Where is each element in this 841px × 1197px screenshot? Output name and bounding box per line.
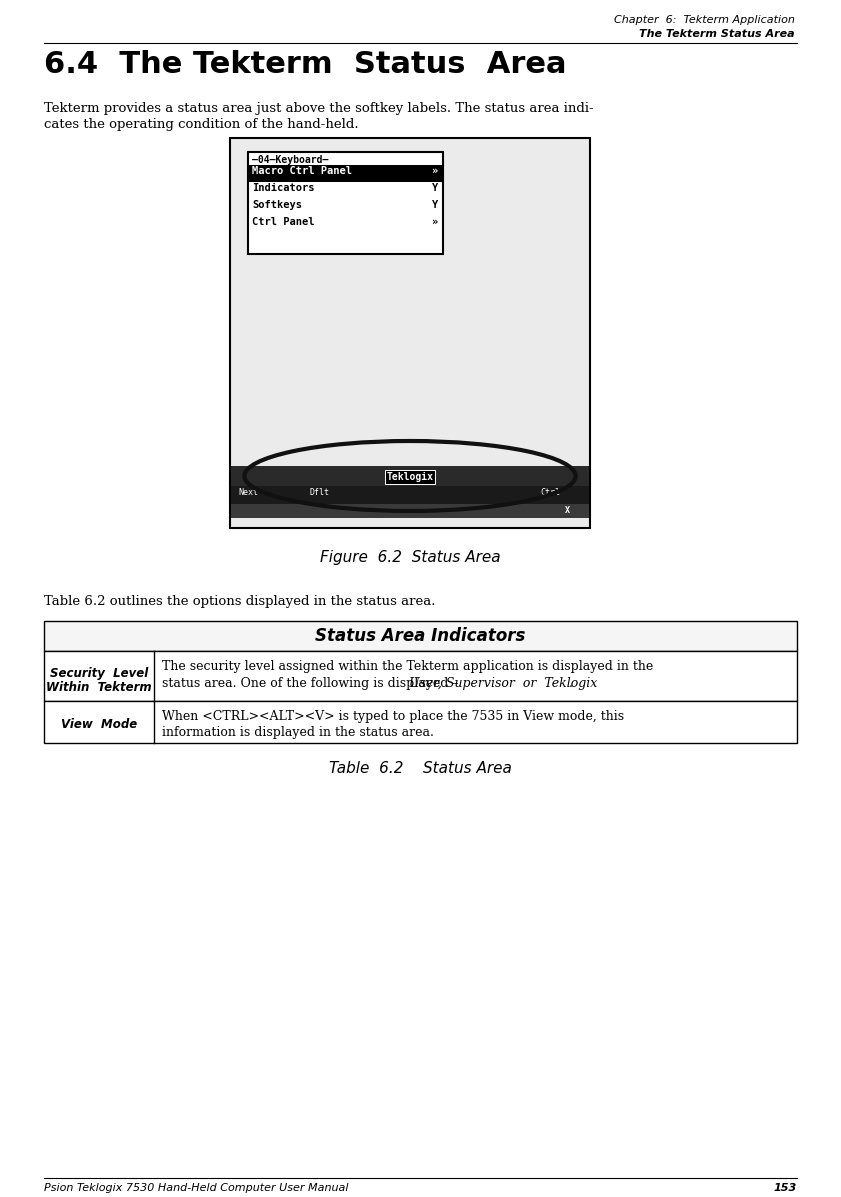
Text: View  Mode: View Mode xyxy=(61,718,137,731)
Bar xyxy=(231,504,589,518)
Text: —04–Keyboard—: —04–Keyboard— xyxy=(252,154,328,165)
Bar xyxy=(248,152,443,254)
Text: »: » xyxy=(431,217,438,227)
Bar xyxy=(44,621,797,651)
Text: Indicators: Indicators xyxy=(252,183,315,193)
Text: The Tekterm Status Area: The Tekterm Status Area xyxy=(639,29,795,40)
Bar xyxy=(230,138,590,528)
Text: Y: Y xyxy=(431,183,438,193)
Text: Psion Teklogix 7530 Hand-Held Computer User Manual: Psion Teklogix 7530 Hand-Held Computer U… xyxy=(44,1183,348,1193)
Text: Ctrl Panel: Ctrl Panel xyxy=(252,217,315,227)
Text: Y: Y xyxy=(431,200,438,209)
Text: The security level assigned within the Tekterm application is displayed in the: The security level assigned within the T… xyxy=(162,660,653,673)
Text: User, Supervisor  or  Teklogix: User, Supervisor or Teklogix xyxy=(410,678,598,689)
Text: »: » xyxy=(431,166,438,176)
Text: 153: 153 xyxy=(774,1183,797,1193)
Text: Teklogix: Teklogix xyxy=(387,472,433,482)
Text: Macro Ctrl Panel: Macro Ctrl Panel xyxy=(252,166,352,176)
Text: Softkeys: Softkeys xyxy=(252,200,302,209)
Text: Next: Next xyxy=(238,488,258,497)
Text: .: . xyxy=(569,678,573,689)
Bar xyxy=(231,466,589,486)
Text: X: X xyxy=(565,506,570,515)
Text: information is displayed in the status area.: information is displayed in the status a… xyxy=(162,727,434,739)
Text: Table 6.2 outlines the options displayed in the status area.: Table 6.2 outlines the options displayed… xyxy=(44,595,436,608)
Text: status area. One of the following is displayed –: status area. One of the following is dis… xyxy=(162,678,463,689)
Text: Tekterm provides a status area just above the softkey labels. The status area in: Tekterm provides a status area just abov… xyxy=(44,102,594,115)
Text: Table  6.2    Status Area: Table 6.2 Status Area xyxy=(329,761,512,776)
Bar xyxy=(44,701,797,743)
Text: When <CTRL><ALT><V> is typed to place the 7535 in View mode, this: When <CTRL><ALT><V> is typed to place th… xyxy=(162,710,624,723)
Text: cates the operating condition of the hand-held.: cates the operating condition of the han… xyxy=(44,119,358,130)
Bar xyxy=(231,486,589,504)
Text: Dflt: Dflt xyxy=(310,488,330,497)
Bar xyxy=(44,651,797,701)
Text: Status Area Indicators: Status Area Indicators xyxy=(315,627,526,645)
Text: Ctrl: Ctrl xyxy=(540,488,560,497)
Bar xyxy=(249,165,442,182)
Text: Figure  6.2  Status Area: Figure 6.2 Status Area xyxy=(320,549,500,565)
Text: Within  Tekterm: Within Tekterm xyxy=(46,681,152,694)
Text: Chapter  6:  Tekterm Application: Chapter 6: Tekterm Application xyxy=(614,16,795,25)
Text: Security  Level: Security Level xyxy=(50,667,148,680)
Text: 6.4  The Tekterm  Status  Area: 6.4 The Tekterm Status Area xyxy=(44,50,567,79)
